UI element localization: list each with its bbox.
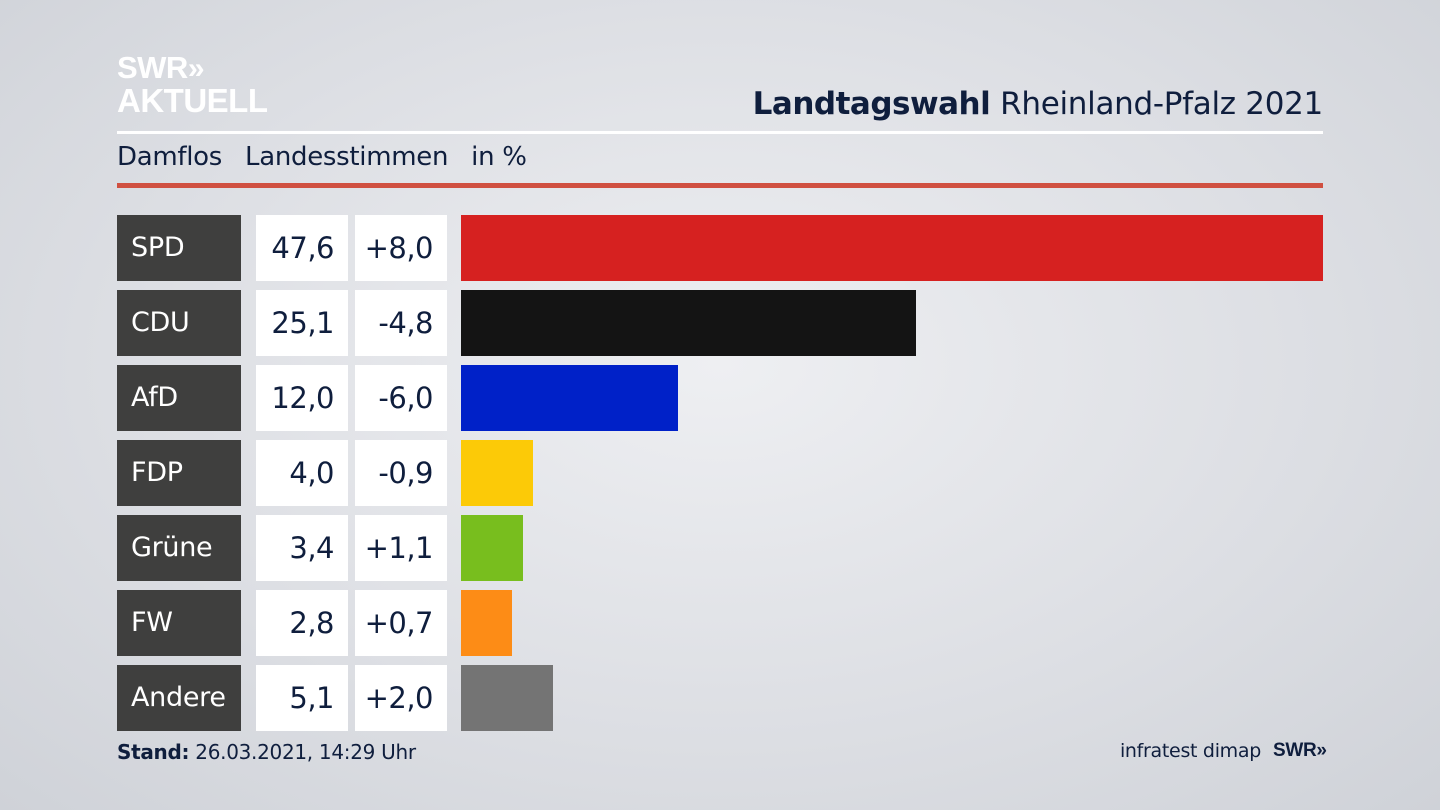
value-label: 2,8 xyxy=(256,590,348,656)
value-label: 3,4 xyxy=(256,515,348,581)
chart-row: Andere 5,1 +2,0 xyxy=(117,665,1323,731)
bar xyxy=(461,665,554,731)
party-label: SPD xyxy=(117,215,241,281)
chart-row: AfD 12,0 -6,0 xyxy=(117,365,1323,431)
source-credit: infratest dimap SWR» xyxy=(1119,740,1327,762)
accent-divider xyxy=(117,183,1323,188)
party-label: CDU xyxy=(117,290,241,356)
page-title: Landtagswahl Rheinland-Pfalz 2021 xyxy=(752,86,1324,122)
party-label: AfD xyxy=(117,365,241,431)
subtitle-metric: Landesstimmen xyxy=(245,142,449,172)
title-rest: Rheinland-Pfalz 2021 xyxy=(1000,86,1323,122)
swr-footer-logo: SWR» xyxy=(1272,740,1327,762)
party-label: FW xyxy=(117,590,241,656)
swr-arrows-icon: » xyxy=(1316,740,1326,761)
chart-row: FDP 4,0 -0,9 xyxy=(117,440,1323,506)
bar xyxy=(461,515,523,581)
logo-arrows-icon: » xyxy=(187,52,205,85)
logo-line2: AKTUELL xyxy=(117,82,268,119)
chart-row: SPD 47,6 +8,0 xyxy=(117,215,1323,281)
swr-aktuell-logo: SWR» AKTUELL xyxy=(117,50,268,119)
subtitle-unit: in % xyxy=(471,142,527,172)
chart-row: Grüne 3,4 +1,1 xyxy=(117,515,1323,581)
header-divider xyxy=(117,131,1323,134)
change-label: +1,1 xyxy=(355,515,447,581)
chart-row: CDU 25,1 -4,8 xyxy=(117,290,1323,356)
bar xyxy=(461,440,534,506)
party-label: Grüne xyxy=(117,515,241,581)
swr-footer-text: SWR xyxy=(1272,740,1317,761)
value-label: 4,0 xyxy=(256,440,348,506)
value-label: 5,1 xyxy=(256,665,348,731)
change-label: +0,7 xyxy=(355,590,447,656)
change-label: -6,0 xyxy=(355,365,447,431)
timestamp: Stand: 26.03.2021, 14:29 Uhr xyxy=(117,740,416,764)
title-bold: Landtagswahl xyxy=(752,86,991,122)
bar xyxy=(461,365,679,431)
stand-value: 26.03.2021, 14:29 Uhr xyxy=(195,740,416,764)
bar xyxy=(461,590,512,656)
bar xyxy=(461,290,916,356)
stand-label: Stand: xyxy=(117,740,190,764)
subtitle-place: Damflos xyxy=(117,142,223,172)
chart-row: FW 2,8 +0,7 xyxy=(117,590,1323,656)
party-label: FDP xyxy=(117,440,241,506)
change-label: -4,8 xyxy=(355,290,447,356)
value-label: 12,0 xyxy=(256,365,348,431)
bar xyxy=(461,215,1323,281)
value-label: 47,6 xyxy=(256,215,348,281)
change-label: -0,9 xyxy=(355,440,447,506)
change-label: +2,0 xyxy=(355,665,447,731)
party-label: Andere xyxy=(117,665,241,731)
source-name: infratest dimap xyxy=(1119,740,1261,762)
logo-line1: SWR xyxy=(117,50,188,85)
chart-subtitle: Damflos Landesstimmen in % xyxy=(117,142,550,172)
change-label: +8,0 xyxy=(355,215,447,281)
value-label: 25,1 xyxy=(256,290,348,356)
